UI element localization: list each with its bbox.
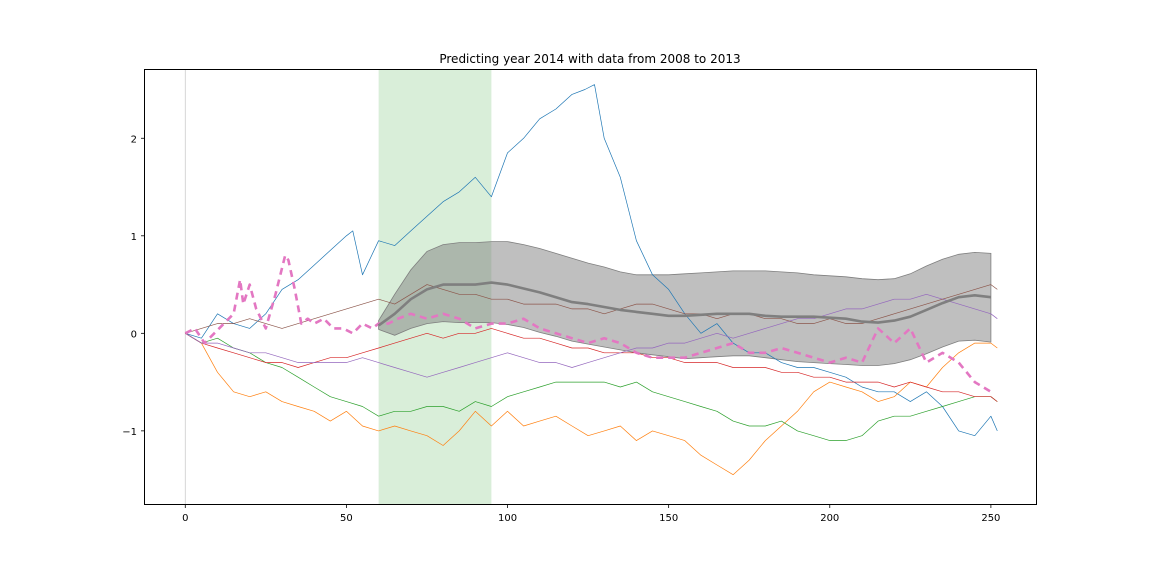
plot-area [184, 70, 998, 504]
series-line-1 [185, 84, 998, 437]
x-tick-label-100: 100 [498, 513, 517, 524]
plot-frame [144, 69, 1037, 505]
x-tick-label-150: 150 [659, 513, 678, 524]
series-line-7 [184, 254, 992, 393]
series-line-5 [185, 293, 998, 378]
x-tick-label-250: 250 [981, 513, 1000, 524]
prediction-band [378, 241, 992, 366]
prediction-mean-line [377, 281, 992, 327]
chart-title: Predicting year 2014 with data from 2008… [439, 52, 740, 66]
y-tick-label-2: 2 [131, 134, 137, 145]
y-tick-label--1: −1 [122, 427, 137, 438]
y-tick-label-1: 1 [131, 232, 137, 243]
series-line-4 [185, 328, 998, 402]
x-tick-label-0: 0 [182, 513, 188, 524]
x-tick-label-200: 200 [820, 513, 839, 524]
y-tick-label-0: 0 [131, 329, 137, 340]
axes: 0 50 100 150 200 250 −1 0 1 2 [122, 134, 1000, 524]
series-line-3 [185, 333, 998, 441]
x-tick-label-50: 50 [340, 513, 353, 524]
series-line-2 [185, 333, 998, 476]
